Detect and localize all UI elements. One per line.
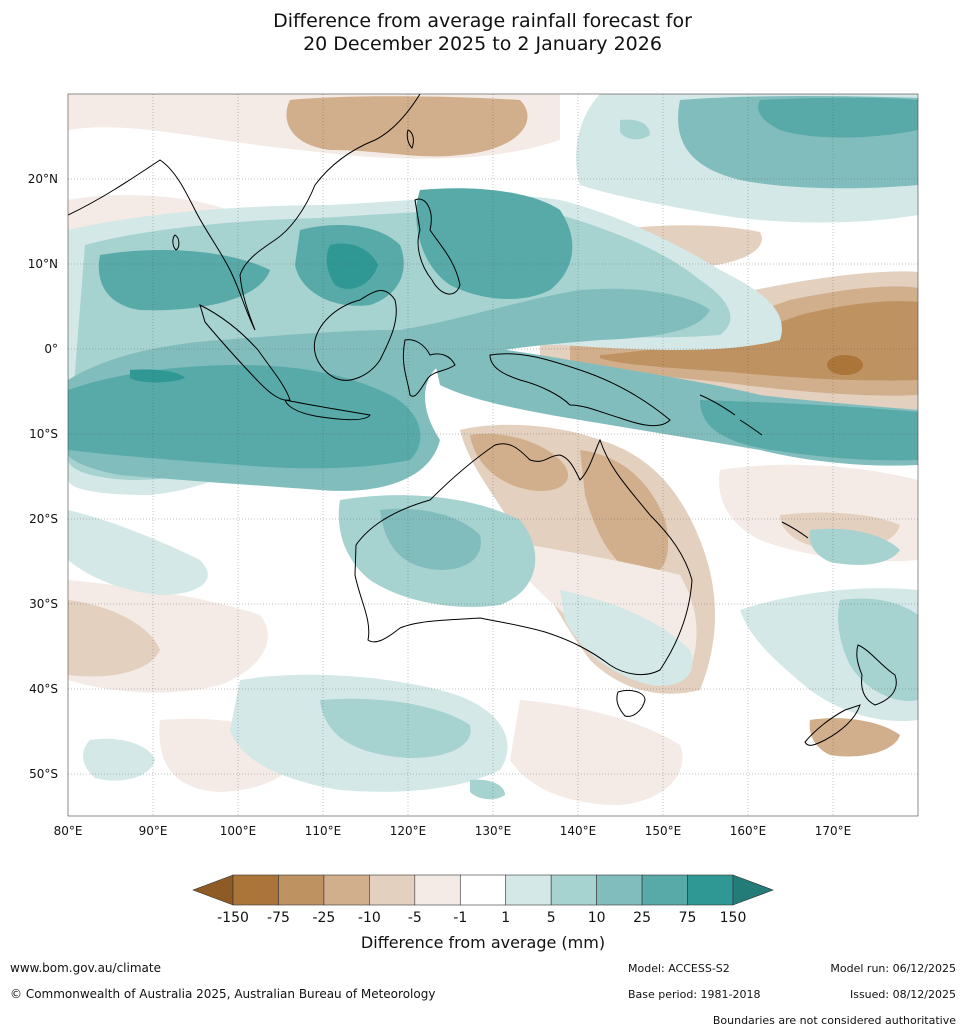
colorbar-tick-label: 25 <box>633 910 651 926</box>
colorbar-box <box>687 874 734 906</box>
colorbar-high-arrow <box>732 874 774 906</box>
lat-label: 30°S <box>29 597 58 611</box>
lon-label: 90°E <box>139 824 168 838</box>
footer-copyright: © Commonwealth of Australia 2025, Austra… <box>10 987 436 1001</box>
map-title: Difference from average rainfall forecas… <box>0 10 965 56</box>
footer-model-run: Model run: 06/12/2025 <box>830 962 956 975</box>
borneo-coast <box>313 290 397 381</box>
lon-label: 170°E <box>815 824 852 838</box>
colorbar: -150 -75 -25 -10 -5 -1 1 5 10 25 75 150 Difference … <box>192 874 774 952</box>
colorbar-box <box>459 874 507 906</box>
title-line-2: 20 December 2025 to 2 January 2026 <box>303 33 662 55</box>
new-zealand-south-coast <box>804 704 861 746</box>
philippines-coast <box>414 198 461 295</box>
colorbar-box <box>369 874 416 906</box>
lon-label: 100°E <box>220 824 257 838</box>
sumatra-coast <box>199 304 291 401</box>
lat-label: 40°S <box>29 682 58 696</box>
lon-label: 150°E <box>645 824 682 838</box>
colorbar-tick-label: -75 <box>267 910 290 926</box>
lon-label: 160°E <box>730 824 767 838</box>
colorbar-box <box>323 874 370 906</box>
colorbar-box <box>278 874 325 906</box>
lat-label: 10°N <box>28 257 58 271</box>
colorbar-box <box>596 874 643 906</box>
map-plot-area <box>68 94 918 816</box>
colorbar-tick-label: 5 <box>547 910 556 926</box>
colorbar-tick-label: -150 <box>217 910 249 926</box>
lon-label: 80°E <box>54 824 83 838</box>
lat-label: 50°S <box>29 767 58 781</box>
lat-label: 0° <box>44 342 58 356</box>
new-caledonia-coast <box>781 521 809 539</box>
colorbar-label: Difference from average (mm) <box>361 933 605 952</box>
colorbar-box <box>550 874 597 906</box>
lat-label: 20°S <box>29 512 58 526</box>
lat-label: 20°N <box>28 172 58 186</box>
mainland-sea-coast <box>68 94 421 331</box>
colorbar-box <box>505 874 552 906</box>
map-frame <box>67 93 919 817</box>
new-zealand-north-coast <box>856 644 897 706</box>
footer-model: Model: ACCESS-S2 <box>628 962 730 975</box>
lon-label: 110°E <box>305 824 342 838</box>
java-coast <box>284 399 371 421</box>
colorbar-boxes <box>232 874 734 906</box>
graticule <box>68 94 918 816</box>
lon-label: 130°E <box>475 824 512 838</box>
footer-base-period: Base period: 1981-2018 <box>628 988 761 1001</box>
colorbar-tick-label: 150 <box>720 910 747 926</box>
lon-label: 120°E <box>390 824 427 838</box>
colorbar-tick-label: 10 <box>588 910 606 926</box>
colorbar-tick-label: 75 <box>679 910 697 926</box>
title-line-1: Difference from average rainfall forecas… <box>273 10 692 32</box>
colorbar-tick-label: -5 <box>408 910 422 926</box>
colorbar-tick-label: -10 <box>358 910 381 926</box>
footer-issued: Issued: 08/12/2025 <box>849 988 956 1001</box>
coastlines <box>68 94 897 746</box>
footer-disclaimer: Boundaries are not considered authoritat… <box>712 1014 956 1027</box>
new-guinea-coast <box>489 353 671 427</box>
longitude-labels: 80°E 90°E 100°E 110°E 120°E 130°E 140°E … <box>54 824 852 838</box>
sulawesi-coast <box>402 339 456 397</box>
footer-url: www.bom.gov.au/climate <box>10 961 161 975</box>
colorbar-low-arrow <box>192 874 234 906</box>
lon-label: 140°E <box>560 824 597 838</box>
colorbar-tick-label: 1 <box>501 910 510 926</box>
sri-lanka-coast <box>172 234 180 251</box>
australia-coast <box>354 438 693 676</box>
wet-anomaly-regions <box>68 94 918 800</box>
colorbar-tick-labels: -150 -75 -25 -10 -5 -1 1 5 10 25 75 150 <box>217 910 746 926</box>
colorbar-box <box>414 874 461 906</box>
lat-label: 10°S <box>29 427 58 441</box>
colorbar-box <box>232 874 279 906</box>
colorbar-box <box>641 874 688 906</box>
taiwan-coast <box>406 129 414 149</box>
latitude-labels: 20°N 10°N 0° 10°S 20°S 30°S 40°S 50°S <box>28 172 58 781</box>
colorbar-tick-label: -1 <box>453 910 467 926</box>
tasmania-coast <box>616 689 646 717</box>
solomon-islands-coast <box>699 394 763 436</box>
colorbar-tick-label: -25 <box>312 910 335 926</box>
